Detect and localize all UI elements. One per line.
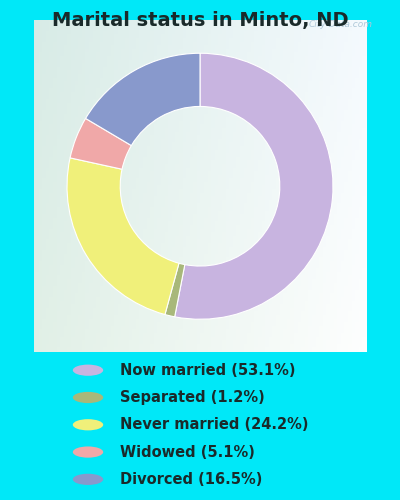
Text: City-Data.com: City-Data.com [309,20,373,29]
Text: Never married (24.2%): Never married (24.2%) [120,418,308,432]
Wedge shape [86,53,200,146]
Text: Widowed (5.1%): Widowed (5.1%) [120,444,255,460]
Text: Separated (1.2%): Separated (1.2%) [120,390,265,405]
Circle shape [73,446,103,458]
Circle shape [73,392,103,403]
Circle shape [73,474,103,485]
Circle shape [73,364,103,376]
Circle shape [73,419,103,430]
Wedge shape [175,53,333,319]
Text: Divorced (16.5%): Divorced (16.5%) [120,472,262,487]
Text: Marital status in Minto, ND: Marital status in Minto, ND [52,11,348,30]
Wedge shape [70,118,131,169]
Text: Now married (53.1%): Now married (53.1%) [120,362,296,378]
Wedge shape [165,263,185,317]
Wedge shape [67,158,179,314]
